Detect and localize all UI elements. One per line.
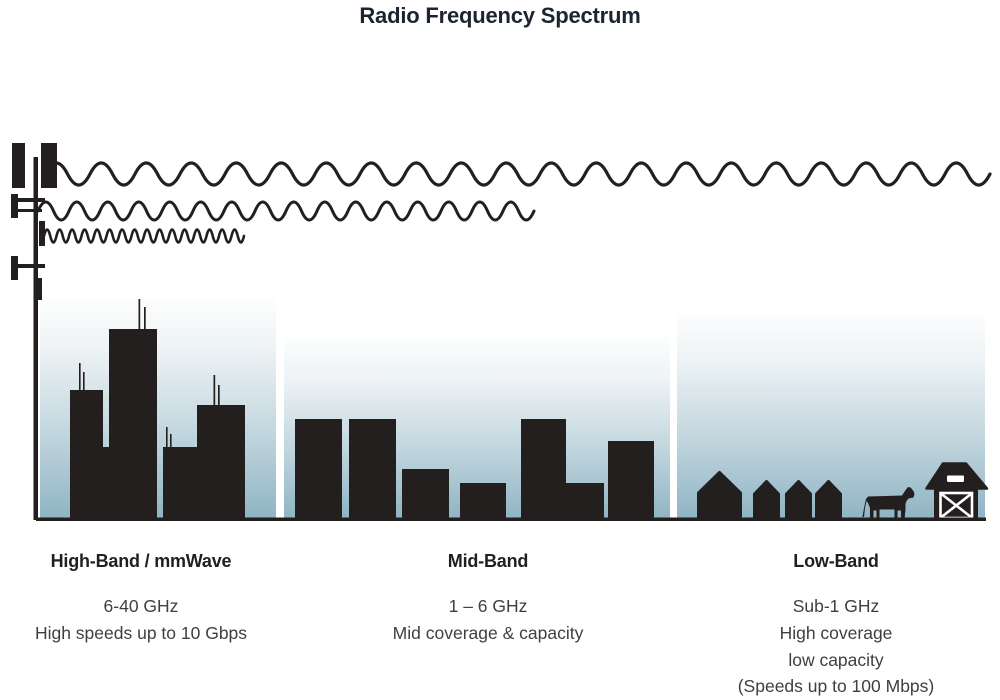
cell-tower-icon xyxy=(11,143,57,520)
city-skyline-icon xyxy=(70,299,245,520)
band-detail-line: High coverage xyxy=(779,622,893,643)
antenna xyxy=(218,385,220,406)
band-heading-low: Low-Band xyxy=(793,551,879,571)
barn-icon xyxy=(925,462,989,520)
band-details-low: Sub-1 GHz High coverage low capacity (Sp… xyxy=(706,593,966,700)
antenna xyxy=(138,299,141,330)
band-detail-line: Sub-1 GHz xyxy=(792,596,880,616)
band-detail-line: Mid coverage & capacity xyxy=(392,622,584,643)
antenna xyxy=(170,434,172,448)
mid-wavelength-wave-icon xyxy=(36,200,536,222)
short-wavelength-wave-icon xyxy=(42,228,246,244)
midrise-buildings-icon xyxy=(295,419,654,520)
antenna xyxy=(79,363,81,391)
long-wavelength-wave-icon xyxy=(43,161,992,187)
band-detail-line: low capacity xyxy=(788,649,884,670)
page-title: Radio Frequency Spectrum xyxy=(359,3,641,28)
band-heading-high: High-Band / mmWave xyxy=(50,551,232,571)
ground-line xyxy=(36,517,986,521)
antenna xyxy=(213,375,216,406)
band-detail-line: 1 – 6 GHz xyxy=(448,596,528,616)
band-detail-line: (Speeds up to 100 Mbps) xyxy=(737,676,935,697)
band-details-high: 6-40 GHz High speeds up to 10 Gbps xyxy=(21,593,261,647)
band-detail-line: High speeds up to 10 Gbps xyxy=(34,622,248,643)
band-details-mid: 1 – 6 GHz Mid coverage & capacity xyxy=(368,593,608,647)
antenna xyxy=(83,372,85,391)
houses-icon xyxy=(697,471,842,520)
cow-icon xyxy=(862,487,915,519)
antenna xyxy=(166,427,168,448)
antenna xyxy=(144,307,146,330)
band-heading-mid: Mid-Band xyxy=(447,551,529,571)
band-detail-line: 6-40 GHz xyxy=(103,596,179,616)
